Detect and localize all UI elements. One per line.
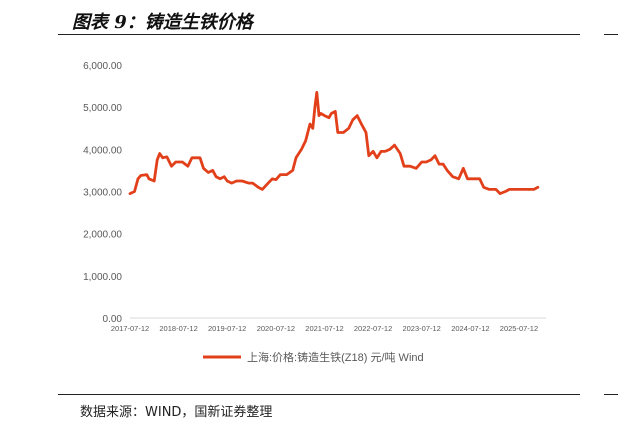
plot-area: [128, 91, 540, 195]
x-tick-label: 2017-07-12: [111, 324, 149, 333]
y-tick-label: 5,000.00: [83, 103, 122, 114]
top-rule: [58, 34, 580, 35]
source-note: 数据来源：WIND，国新证券整理: [80, 405, 273, 420]
figure-title: 图表 9：铸造生铁价格: [72, 12, 253, 33]
x-tick-label: 2020-07-12: [257, 324, 295, 333]
x-axis: 2017-07-12 2018-07-12 2019-07-12 2020-07-12…: [111, 324, 538, 333]
top-rule-right-fragment: [604, 34, 618, 35]
y-tick-label: 0.00: [103, 314, 123, 325]
series-line: [128, 91, 540, 195]
x-tick-label: 2024-07-12: [451, 324, 489, 333]
x-tick-label: 2018-07-12: [159, 324, 197, 333]
x-tick-label: 2021-07-12: [305, 324, 343, 333]
bottom-rule: [58, 394, 580, 395]
y-axis: 0.00 1,000.00 2,000.00 3,000.00 4,000.00 5,00…: [83, 61, 122, 325]
x-tick-label: 2019-07-12: [208, 324, 246, 333]
legend: 上海:价格:铸造生铁(Z18) 元/吨 Wind: [203, 350, 424, 364]
y-tick-label: 4,000.00: [83, 145, 122, 156]
y-tick-label: 6,000.00: [83, 61, 122, 72]
y-tick-label: 2,000.00: [83, 230, 122, 241]
bottom-rule-right-fragment: [604, 394, 618, 395]
x-tick-label: 2022-07-12: [354, 324, 392, 333]
legend-label: 上海:价格:铸造生铁(Z18) 元/吨 Wind: [247, 350, 424, 364]
x-tick-label: 2025-07-12: [500, 324, 538, 333]
y-tick-label: 1,000.00: [83, 272, 122, 283]
x-tick-label: 2023-07-12: [402, 324, 440, 333]
y-tick-label: 3,000.00: [83, 188, 122, 199]
